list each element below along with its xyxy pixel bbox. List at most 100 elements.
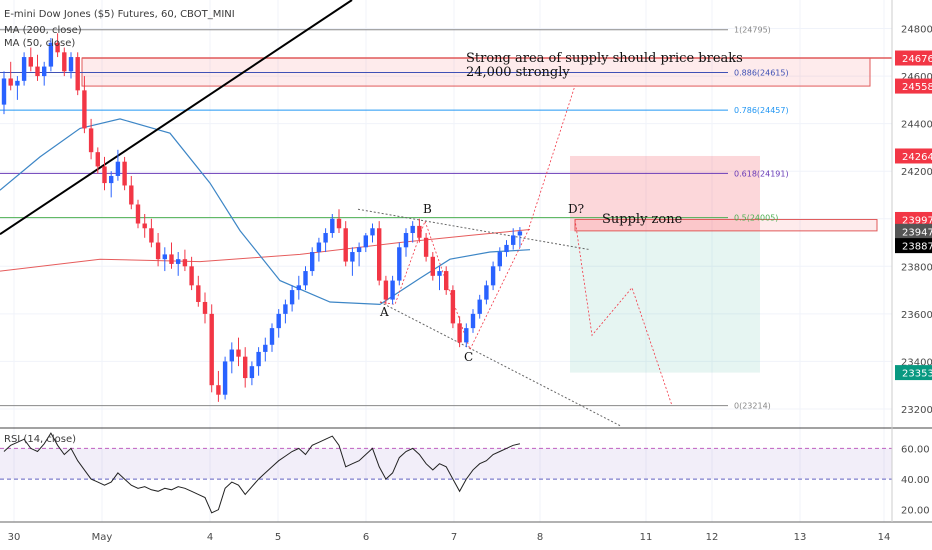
ma200-legend: MA (200, close) bbox=[4, 25, 82, 36]
price-label-box-0 bbox=[895, 50, 932, 66]
candle-body-6 bbox=[42, 66, 47, 77]
rsi-tick-1: 40.00 bbox=[901, 475, 930, 486]
candle-body-47 bbox=[316, 242, 322, 253]
point-a-label: A bbox=[379, 305, 389, 319]
candles-layer bbox=[1, 33, 523, 402]
rsi-tick-2: 20.00 bbox=[901, 506, 930, 517]
candle-body-57 bbox=[383, 280, 389, 300]
candle-body-15 bbox=[102, 166, 107, 184]
price-label-box-3 bbox=[895, 211, 932, 227]
x-tick-1: May bbox=[92, 532, 113, 543]
fib-label-3: 0.618(24191) bbox=[734, 169, 789, 178]
x-tick-6: 8 bbox=[537, 532, 543, 543]
candle-body-50 bbox=[336, 218, 342, 229]
upper-channel-line bbox=[357, 208, 591, 251]
rsi-pane bbox=[0, 427, 932, 523]
candle-body-63 bbox=[423, 237, 429, 257]
point-b-label: B bbox=[423, 202, 432, 216]
target-zone bbox=[570, 230, 760, 373]
candle-body-35 bbox=[236, 349, 241, 357]
candle-body-59 bbox=[397, 247, 402, 281]
candle-body-13 bbox=[88, 128, 94, 153]
rsi-line bbox=[3, 432, 521, 514]
candle-body-18 bbox=[122, 161, 127, 186]
candle-body-31 bbox=[209, 313, 214, 386]
x-tick-10: 14 bbox=[878, 532, 891, 543]
candle-body-40 bbox=[269, 328, 275, 345]
x-tick-8: 12 bbox=[706, 532, 719, 543]
stop-loss-zone bbox=[570, 155, 760, 231]
candle-body-20 bbox=[135, 204, 141, 224]
supply-note-line2: 24,000 strongly bbox=[466, 65, 570, 80]
price-label-6: 23887 bbox=[902, 242, 932, 253]
chart-title: E-mini Dow Jones ($5) Futures, 60, CBOT_… bbox=[4, 9, 235, 20]
x-tick-4: 6 bbox=[363, 532, 369, 543]
candle-body-49 bbox=[330, 218, 335, 234]
candle-body-9 bbox=[62, 52, 67, 72]
x-tick-3: 5 bbox=[275, 532, 281, 543]
y-tick-0: 24800 bbox=[901, 25, 932, 36]
projected-bear-path bbox=[574, 219, 673, 406]
candle-body-66 bbox=[444, 271, 449, 291]
price-label-3: 23997 bbox=[902, 215, 932, 226]
candle-body-28 bbox=[189, 266, 194, 286]
fib-label-5: 0(23214) bbox=[734, 402, 771, 411]
candle-body-65 bbox=[437, 271, 442, 276]
y-tick-7: 23400 bbox=[901, 357, 932, 368]
candle-body-73 bbox=[490, 266, 496, 286]
candle-body-72 bbox=[484, 285, 489, 300]
candle-body-26 bbox=[176, 259, 181, 264]
candle-body-0 bbox=[1, 78, 7, 105]
candle-body-27 bbox=[182, 259, 188, 267]
candle-body-42 bbox=[283, 304, 288, 314]
axes-layer: 2480024600244002420024000238002360023400… bbox=[8, 0, 932, 543]
point-c-label: C bbox=[464, 350, 473, 364]
candle-body-16 bbox=[109, 175, 114, 184]
candle-body-68 bbox=[457, 323, 462, 343]
x-tick-2: 4 bbox=[207, 532, 213, 543]
candle-body-54 bbox=[363, 235, 368, 248]
price-label-0: 24676 bbox=[902, 54, 932, 65]
candle-body-53 bbox=[356, 247, 362, 253]
supply-zone-box bbox=[574, 218, 878, 232]
candle-body-29 bbox=[196, 285, 201, 302]
rsi-tick-0: 60.00 bbox=[901, 444, 930, 455]
candle-body-2 bbox=[15, 80, 20, 86]
candle-body-10 bbox=[68, 57, 74, 72]
candle-body-25 bbox=[169, 254, 174, 264]
candle-body-51 bbox=[343, 228, 348, 262]
rsi-band bbox=[0, 448, 892, 480]
y-tick-1: 24600 bbox=[901, 72, 932, 83]
candle-body-46 bbox=[310, 252, 315, 272]
fib-label-4: 0.5(24005) bbox=[734, 214, 778, 223]
candle-body-74 bbox=[497, 252, 502, 267]
price-label-5: 23947 bbox=[902, 227, 932, 238]
candle-body-69 bbox=[464, 328, 469, 343]
price-label-box-5 bbox=[895, 223, 932, 239]
candle-body-76 bbox=[511, 235, 516, 245]
fib-label-2: 0.786(24457) bbox=[734, 106, 789, 115]
candle-body-62 bbox=[417, 225, 422, 238]
candle-body-56 bbox=[377, 228, 382, 281]
lower-channel-line bbox=[379, 301, 621, 427]
candle-body-38 bbox=[256, 351, 261, 367]
candle-body-4 bbox=[28, 57, 33, 67]
candle-body-24 bbox=[162, 254, 167, 260]
candle-body-32 bbox=[216, 385, 221, 395]
price-label-7: 23353 bbox=[902, 369, 932, 380]
candle-body-61 bbox=[410, 225, 415, 234]
price-label-box-2 bbox=[895, 148, 932, 164]
grid-layer bbox=[0, 0, 892, 522]
supply-note-line1: Strong area of supply should price break… bbox=[466, 51, 743, 66]
candle-body-21 bbox=[142, 223, 147, 229]
candle-body-23 bbox=[155, 242, 161, 260]
y-tick-6: 23600 bbox=[901, 310, 932, 321]
candle-body-45 bbox=[303, 271, 308, 286]
x-tick-7: 11 bbox=[640, 532, 653, 543]
candle-body-58 bbox=[390, 280, 395, 300]
fib-label-0: 1(24795) bbox=[734, 26, 771, 35]
candle-body-34 bbox=[229, 349, 234, 362]
